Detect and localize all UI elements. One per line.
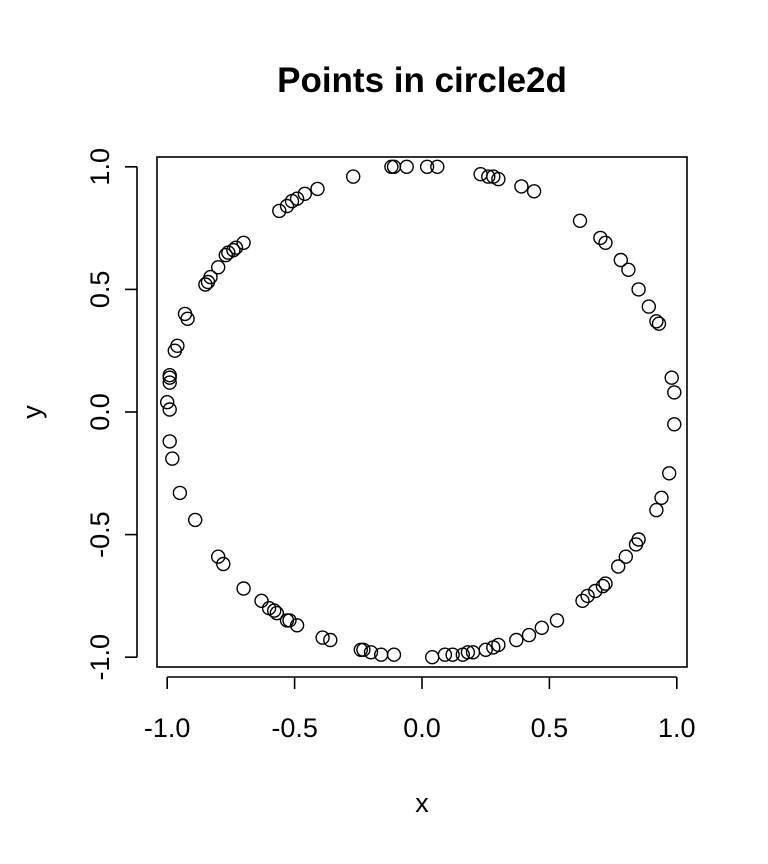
x-tick-label: 0.5 <box>531 713 569 743</box>
data-point <box>521 627 537 643</box>
data-point <box>162 402 177 417</box>
data-point <box>618 549 633 564</box>
data-point <box>162 368 177 383</box>
data-point <box>473 166 488 182</box>
data-point <box>664 370 679 385</box>
data-point <box>611 559 626 574</box>
data-point <box>210 260 226 275</box>
data-point <box>279 613 295 628</box>
y-tick-label: -0.5 <box>85 511 115 558</box>
data-point <box>323 632 338 648</box>
y-tick-label: 0.5 <box>85 271 115 309</box>
data-point <box>172 485 188 501</box>
data-point <box>310 181 325 197</box>
data-point <box>641 299 656 314</box>
data-point <box>297 186 312 202</box>
data-point <box>649 502 664 518</box>
y-axis-label: y <box>17 405 47 419</box>
data-point <box>430 159 445 175</box>
data-point <box>159 395 175 410</box>
data-point <box>228 240 244 255</box>
data-point <box>631 282 646 297</box>
data-point <box>654 490 669 505</box>
data-point <box>613 252 628 268</box>
data-point <box>651 316 667 331</box>
data-point <box>289 191 305 206</box>
data-point <box>261 601 277 616</box>
data-point <box>363 645 379 660</box>
data-point <box>580 588 595 604</box>
data-point <box>162 375 177 390</box>
data-point <box>486 640 501 655</box>
data-point <box>279 198 295 214</box>
data-point <box>315 630 330 645</box>
data-point <box>595 578 611 594</box>
data-point <box>386 647 402 662</box>
data-point <box>272 203 287 219</box>
data-point <box>203 269 218 285</box>
data-point <box>598 576 613 591</box>
data-point <box>572 213 588 229</box>
data-point <box>254 593 269 608</box>
data-point <box>210 549 226 564</box>
data-point <box>478 642 493 657</box>
data-point <box>218 247 234 263</box>
data-point <box>198 277 213 292</box>
data-point <box>216 556 231 572</box>
data-point <box>162 434 177 449</box>
data-point <box>621 262 636 277</box>
data-point <box>236 235 251 251</box>
data-point <box>465 645 481 660</box>
x-tick-label: -1.0 <box>144 713 191 743</box>
data-point <box>628 537 644 552</box>
data-point <box>575 593 590 608</box>
data-point <box>526 184 542 199</box>
data-point <box>346 169 361 184</box>
y-tick-label: 1.0 <box>85 148 115 186</box>
data-point <box>593 230 608 246</box>
data-point <box>588 583 603 599</box>
points-layer <box>159 159 682 665</box>
x-axis-label: x <box>415 788 429 818</box>
data-point <box>445 647 460 662</box>
data-point <box>289 618 305 633</box>
data-point <box>514 179 529 194</box>
data-point <box>353 642 368 657</box>
data-point <box>419 159 435 175</box>
data-point <box>481 169 496 184</box>
data-point <box>437 647 453 662</box>
data-point <box>509 632 524 648</box>
x-tick-label: 0.0 <box>403 713 441 743</box>
y-tick-label: -1.0 <box>85 634 115 681</box>
data-point <box>534 620 549 635</box>
data-point <box>549 613 565 628</box>
data-point <box>598 235 613 251</box>
data-point <box>187 512 203 528</box>
data-point <box>170 338 185 353</box>
x-tick-label: 1.0 <box>658 713 696 743</box>
x-axis: -1.0 -0.5 0.0 0.5 1.0 <box>144 676 696 743</box>
y-tick-label: 0.0 <box>85 393 115 431</box>
plot-frame <box>156 156 688 668</box>
data-point <box>374 647 389 662</box>
data-point <box>667 417 682 432</box>
data-point <box>177 306 193 322</box>
data-point <box>425 650 440 665</box>
data-point <box>226 242 241 258</box>
x-tick-label: -0.5 <box>271 713 318 743</box>
data-point <box>667 385 682 400</box>
data-point <box>455 647 470 662</box>
data-point <box>165 451 180 466</box>
data-point <box>269 605 284 621</box>
data-point <box>236 581 251 596</box>
data-point <box>649 314 664 329</box>
chart-title: Points in circle2d <box>277 61 567 100</box>
data-point <box>662 466 677 481</box>
data-point <box>491 171 506 187</box>
data-point <box>399 159 414 175</box>
y-axis: -1.0 -0.5 0.0 0.5 1.0 <box>85 148 138 681</box>
